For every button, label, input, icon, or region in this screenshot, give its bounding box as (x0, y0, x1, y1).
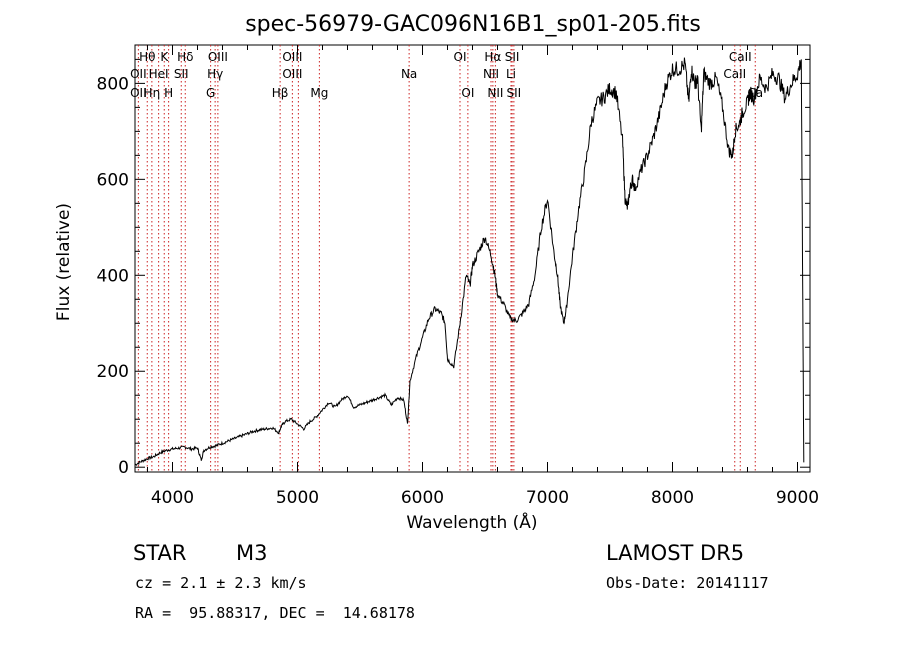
spectral-line-label: OI (454, 50, 467, 64)
spectral-line-label: OIII (208, 50, 228, 64)
chart-title: spec-56979-GAC096N16B1_sp01-205.fits (245, 12, 701, 37)
spectral-line-label: Hθ (139, 50, 155, 64)
spectral-line-label: G (206, 86, 215, 100)
object-class: STAR (133, 541, 187, 565)
coordinates-text: RA = 95.88317, DEC = 14.68178 (135, 604, 415, 622)
spectral-line-label: SII (507, 86, 522, 100)
x-tick-label: 6000 (401, 488, 444, 508)
spectral-line-label: OII (130, 67, 147, 81)
x-tick-label: 4000 (151, 488, 194, 508)
y-axis-label: Flux (relative) (54, 203, 74, 321)
spectral-line-label: SII (505, 50, 520, 64)
obs-date-text: Obs-Date: 20141117 (606, 574, 769, 592)
spectral-line-label: CaII (729, 50, 752, 64)
spectral-line-label: OI (461, 86, 474, 100)
survey-name: LAMOST DR5 (606, 541, 745, 565)
spectral-line-label: OIII (282, 50, 302, 64)
x-tick-label: 7000 (526, 488, 569, 508)
spectral-line-label: NII (483, 67, 499, 81)
spectral-line-label: NII (487, 86, 503, 100)
y-tick-label: 800 (97, 74, 129, 94)
spectral-line-label: HeI (149, 67, 169, 81)
spectral-line-label: Li (506, 67, 516, 81)
x-tick-label: 8000 (651, 488, 694, 508)
axis-ticks: 4000 5000 6000 7000 8000 9000 0 200 400 600 800 (97, 45, 819, 508)
object-subclass: M3 (236, 541, 268, 565)
plot-frame (134, 44, 811, 473)
spectral-line-label: Hη (144, 86, 161, 100)
spectral-line-label: Hα (484, 50, 501, 64)
y-tick-label: 0 (118, 458, 129, 478)
spectrum-series-line (134, 57, 805, 466)
spectral-line-label: SII (174, 67, 189, 81)
spectral-line-label: Mg (310, 86, 328, 100)
spectral-line-label: H (164, 86, 173, 100)
y-tick-label: 200 (97, 362, 129, 382)
spectral-line-label: CaII (723, 67, 746, 81)
spectral-line-label: OII (130, 86, 147, 100)
x-tick-label: 5000 (276, 488, 319, 508)
x-tick-label: 9000 (776, 488, 819, 508)
x-axis-label: Wavelength (Å) (406, 511, 537, 533)
y-tick-label: 600 (97, 170, 129, 190)
spectral-line-label: Na (401, 67, 417, 81)
spectral-line-label: K (160, 50, 169, 64)
redshift-text: cz = 2.1 ± 2.3 km/s (135, 574, 307, 592)
spectral-line-label: OIII (282, 67, 302, 81)
spectral-line-label: Hγ (207, 67, 223, 81)
spectral-line-label: Hδ (177, 50, 193, 64)
spectral-line-label: Hβ (272, 86, 289, 100)
y-tick-label: 400 (97, 266, 129, 286)
